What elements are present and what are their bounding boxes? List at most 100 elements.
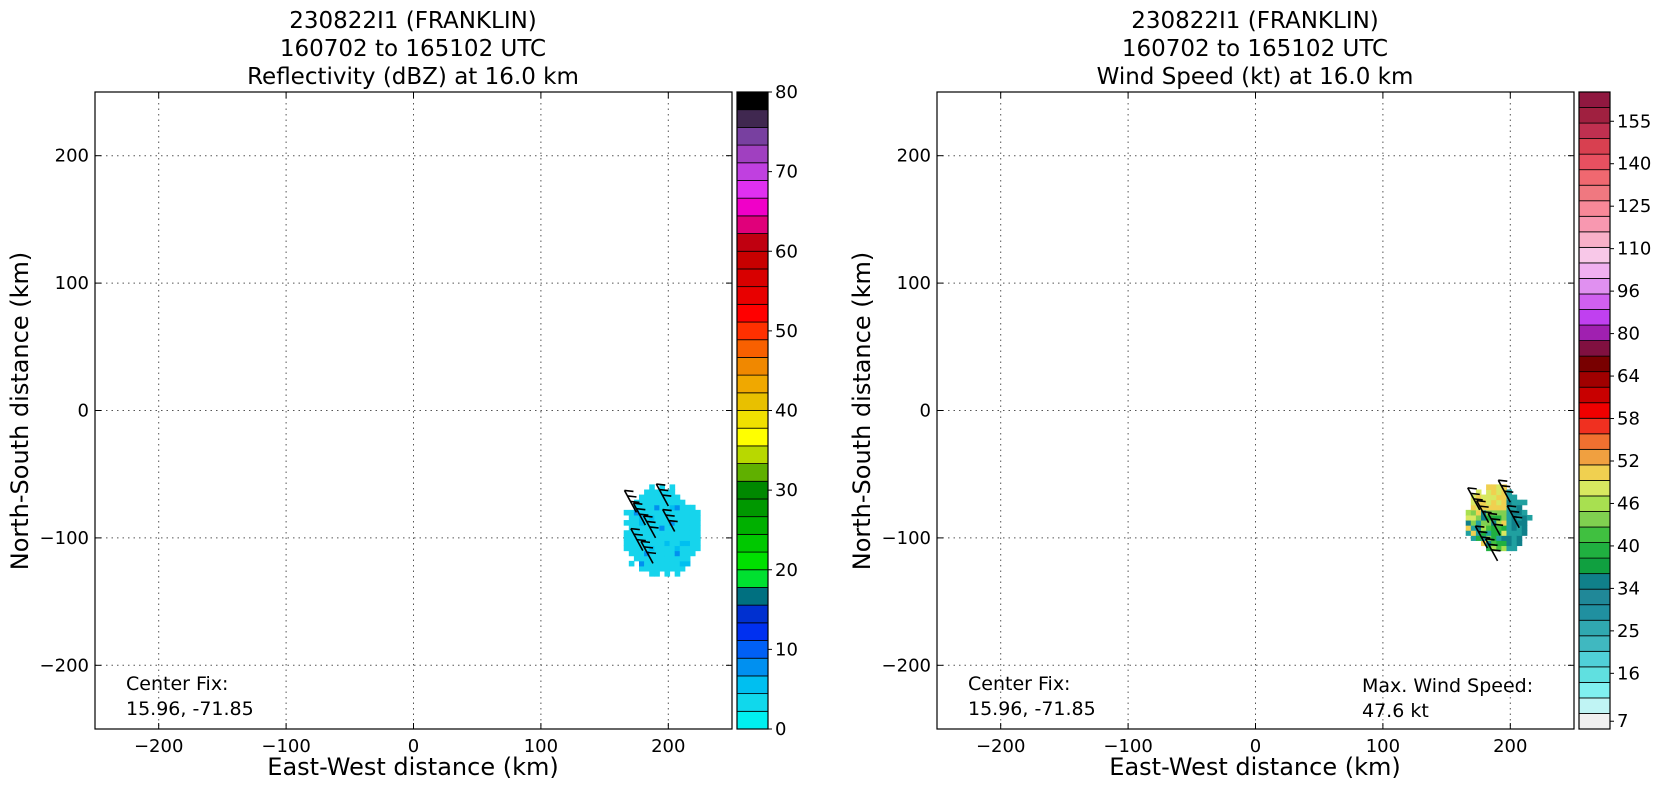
field-cell: [1516, 499, 1523, 506]
colorbar-swatch: [1578, 542, 1611, 559]
field-cell: [633, 504, 640, 511]
field-cell: [1516, 540, 1523, 547]
colorbar-swatch: [736, 640, 769, 659]
colorbar-swatch: [736, 551, 769, 571]
field-cell: [659, 565, 665, 572]
field-cell: [669, 530, 676, 536]
field-cell: [1470, 530, 1477, 536]
field-cell: [1496, 489, 1502, 496]
field-cell: [679, 525, 686, 531]
field-cell: [679, 499, 686, 506]
field-cell: [1486, 494, 1492, 501]
field-cell: [633, 514, 640, 521]
y-tick-label: 200: [55, 146, 89, 167]
wind-barb-flag: [649, 526, 659, 529]
field-cell: [1516, 520, 1523, 526]
field-cell: [649, 530, 655, 536]
colorbar-swatch: [736, 410, 769, 429]
field-cell: [654, 499, 660, 506]
field-cell: [1465, 520, 1472, 526]
colorbar-swatch: [1578, 402, 1611, 419]
field-cell: [674, 530, 681, 536]
field-cell: [1475, 509, 1482, 516]
colorbar-swatch: [1578, 573, 1611, 590]
colorbar-swatch: [1578, 215, 1611, 233]
field-cell: [1470, 514, 1477, 521]
field-cell: [654, 555, 660, 562]
colorbar-swatch: [1578, 495, 1611, 512]
colorbar-swatch: [1578, 511, 1611, 528]
colorbar-swatch: [736, 339, 769, 358]
field-cell: [689, 504, 696, 511]
field-cell: [628, 520, 635, 526]
wind-barb-flag: [1513, 515, 1523, 519]
field-cell: [644, 504, 650, 511]
field-cell: [654, 545, 660, 552]
field-cell: [628, 560, 635, 567]
colorbar-swatch: [736, 357, 769, 376]
y-tick-label: −100: [882, 528, 931, 549]
field-cell: [659, 499, 665, 506]
field-cell: [689, 540, 696, 547]
field-cell: [1506, 520, 1513, 526]
field-cell: [1496, 504, 1502, 511]
field-cell: [1496, 484, 1502, 490]
field-cell: [1486, 520, 1492, 526]
field-cell: [674, 504, 681, 511]
field-cell: [1470, 525, 1477, 531]
wind-barb: [1497, 479, 1514, 503]
field-cell: [1521, 530, 1528, 536]
field-cell: [649, 509, 655, 516]
field-cell: [664, 545, 671, 552]
field-cell: [633, 525, 640, 531]
wind-barb-flag: [624, 489, 634, 493]
y-tick-label: 100: [55, 273, 89, 294]
field-cell: [633, 509, 640, 516]
colorbar-swatch: [1578, 153, 1611, 171]
field-cell: [654, 489, 660, 496]
colorbar-swatch: [1578, 448, 1611, 466]
field-cell: [1516, 525, 1523, 531]
field-cell: [649, 535, 655, 541]
field-cell: [1491, 525, 1497, 531]
field-cell: [674, 494, 681, 501]
field-cell: [695, 514, 701, 521]
colorbar-swatch: [736, 303, 769, 323]
field-cell: [644, 560, 650, 567]
field-cell: [684, 504, 691, 511]
colorbar-tick-label: 25: [1617, 621, 1640, 642]
colorbar-tick-label: 96: [1617, 281, 1640, 302]
colorbar-swatch: [736, 215, 769, 234]
field-cell: [1501, 525, 1507, 531]
colorbar-tick-label: 80: [775, 82, 798, 103]
field-cell: [623, 545, 630, 552]
field-cell: [1480, 525, 1487, 531]
field-cell: [669, 565, 676, 572]
wind-title-line-3: Wind Speed (kt) at 16.0 km: [1097, 64, 1414, 90]
field-cell: [669, 509, 676, 516]
wind-barb: [1474, 525, 1491, 549]
wind-barb: [1487, 512, 1504, 536]
field-cell: [1491, 484, 1497, 490]
field-cell: [674, 565, 681, 572]
field-cell: [638, 525, 645, 531]
field-cell: [1496, 514, 1502, 521]
wind-speed-colorbar: 7 16 25 34 40 46 52 58 64 80 96 110 125 140 155: [1578, 91, 1651, 732]
wind-title-line-1: 230822I1 (FRANKLIN): [1131, 8, 1379, 34]
field-cell: [649, 484, 655, 490]
field-cell: [1511, 520, 1518, 526]
y-tick-label: −200: [40, 655, 89, 676]
field-cell: [659, 540, 665, 547]
wind-barb-flag: [1494, 523, 1504, 527]
field-cell: [1486, 489, 1492, 496]
wind-barb-flag: [633, 502, 643, 505]
field-cell: [674, 520, 681, 526]
wind-barb-flag: [636, 538, 646, 542]
field-cell: [684, 545, 691, 552]
field-cell: [684, 560, 691, 567]
reflectivity-center-fix-value: 15.96, -71.85: [126, 698, 254, 720]
wind-barb-flag: [1470, 492, 1480, 496]
field-cell: [669, 540, 676, 547]
field-cell: [669, 494, 676, 501]
field-cell: [649, 520, 655, 526]
